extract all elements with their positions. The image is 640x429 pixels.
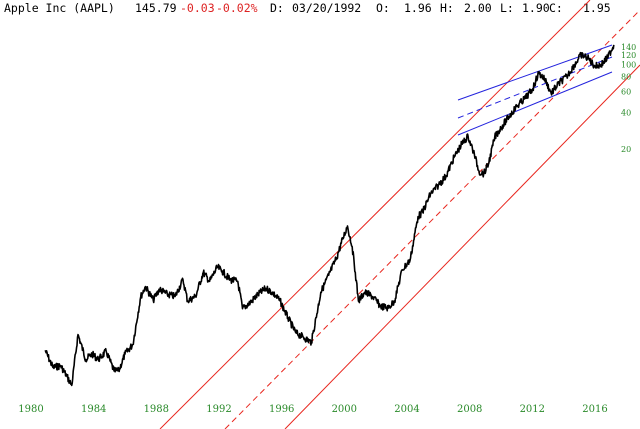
y-tick-label: 20 [621, 145, 631, 154]
header-close-label: C: [549, 1, 563, 15]
red-channel-middle-line [224, 9, 640, 429]
header-last-price: 145.79 [135, 1, 177, 15]
blue-channel-middle-line [457, 56, 613, 119]
header-open-label: O: [376, 1, 390, 15]
trend-channels [159, 0, 640, 429]
header-high-label: H: [440, 1, 454, 15]
header-open: 1.96 [404, 1, 432, 15]
y-tick-label: 60 [621, 87, 631, 96]
y-tick-label: 80 [621, 72, 631, 81]
x-tick-label: 1996 [269, 404, 294, 415]
header-low-label: L: [500, 1, 514, 15]
header-close: 1.95 [583, 1, 611, 15]
header-low: 1.90 [522, 1, 550, 15]
chart-header: Apple Inc (AAPL) 145.79 -0.03 -0.02% D: … [4, 1, 611, 15]
red-channel-upper-line [159, 0, 591, 429]
blue-channel-lower-line [457, 71, 613, 136]
header-change-pct: -0.02% [216, 1, 258, 15]
x-tick-label: 1988 [144, 404, 169, 415]
price-line [44, 44, 615, 387]
y-tick-label: 140 [621, 43, 636, 52]
header-change: -0.03 [180, 1, 215, 15]
x-tick-label: 2016 [582, 404, 607, 415]
x-tick-label: 1980 [18, 404, 43, 415]
blue-channel-upper-line [457, 44, 613, 101]
header-date-label: D: [270, 1, 284, 15]
x-tick-label: 2012 [520, 404, 545, 415]
y-tick-label: 100 [621, 61, 636, 70]
header-symbol-name: Apple Inc (AAPL) [4, 1, 115, 15]
y-tick-label: 120 [621, 51, 636, 60]
x-tick-label: 2000 [332, 404, 357, 415]
x-tick-label: 2004 [394, 404, 419, 415]
x-tick-label: 2008 [457, 404, 482, 415]
red-channel-lower-line [284, 64, 640, 429]
x-axis: 1980 1984 1988 1992 1996 2000 2004 2008 2012 2016 [18, 404, 607, 415]
header-date: 03/20/1992 [292, 1, 361, 15]
price-series [44, 44, 615, 387]
y-tick-label: 40 [621, 109, 631, 118]
header-high: 2.00 [464, 1, 492, 15]
x-tick-label: 1984 [81, 404, 106, 415]
x-tick-label: 1992 [206, 404, 231, 415]
